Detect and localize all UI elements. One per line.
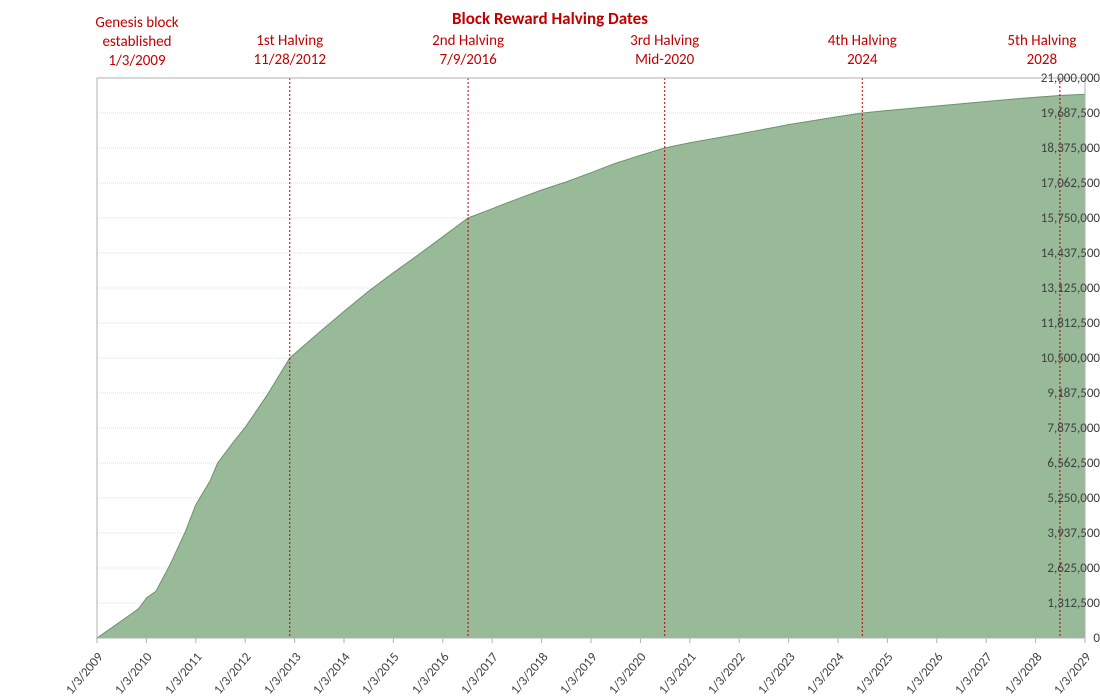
y-axis-tick-label: 21,000,000 (1009, 71, 1100, 86)
y-axis-tick-label: 19,687,500 (1009, 106, 1100, 121)
halving-event-label: 2nd Halving7/9/2016 (398, 32, 538, 70)
y-axis-tick-label: 0 (1009, 631, 1100, 646)
y-axis-tick-label: 15,750,000 (1009, 211, 1100, 226)
event-label-line: established (102, 33, 171, 51)
y-axis-tick-label: 9,187,500 (1009, 386, 1100, 401)
halving-event-label: 4th Halving2024 (792, 32, 932, 70)
halving-event-label: 5th Halving2028 (972, 32, 1100, 70)
event-label-line: 4th Halving (828, 32, 897, 50)
event-label-line: Mid-2020 (635, 51, 694, 69)
y-axis-tick-label: 10,500,000 (1009, 351, 1100, 366)
event-label-line: 2nd Halving (432, 32, 504, 50)
y-axis-tick-label: 6,562,500 (1009, 456, 1100, 471)
event-label-line: 3rd Halving (630, 32, 699, 50)
event-label-line: 1/3/2009 (108, 52, 165, 70)
event-label-line: 7/9/2016 (439, 51, 496, 69)
y-axis-tick-label: 17,062,500 (1009, 176, 1100, 191)
y-axis-tick-label: 11,812,500 (1009, 316, 1100, 331)
event-label-line: 11/28/2012 (254, 51, 326, 69)
y-axis-tick-label: 13,125,000 (1009, 281, 1100, 296)
y-axis-tick-label: 7,875,000 (1009, 421, 1100, 436)
event-label-line: 2024 (847, 51, 877, 69)
chart-container: Block Reward Halving Dates 01,312,5002,6… (0, 0, 1100, 699)
event-label-line: Genesis block (95, 14, 178, 32)
y-axis-tick-label: 1,312,500 (1009, 596, 1100, 611)
y-axis-tick-label: 14,437,500 (1009, 246, 1100, 261)
y-axis-tick-label: 18,375,000 (1009, 141, 1100, 156)
y-axis-tick-label: 5,250,000 (1009, 491, 1100, 506)
event-label-line: 1st Halving (256, 32, 323, 50)
halving-event-label: 3rd HalvingMid-2020 (595, 32, 735, 70)
halving-event-label: Genesis blockestablished1/3/2009 (67, 14, 207, 70)
halving-event-label: 1st Halving11/28/2012 (220, 32, 360, 70)
event-label-line: 5th Halving (1007, 32, 1076, 50)
event-label-line: 2028 (1027, 51, 1057, 69)
y-axis-tick-label: 3,937,500 (1009, 526, 1100, 541)
chart-svg (0, 0, 1100, 699)
y-axis-tick-label: 2,625,000 (1009, 561, 1100, 576)
